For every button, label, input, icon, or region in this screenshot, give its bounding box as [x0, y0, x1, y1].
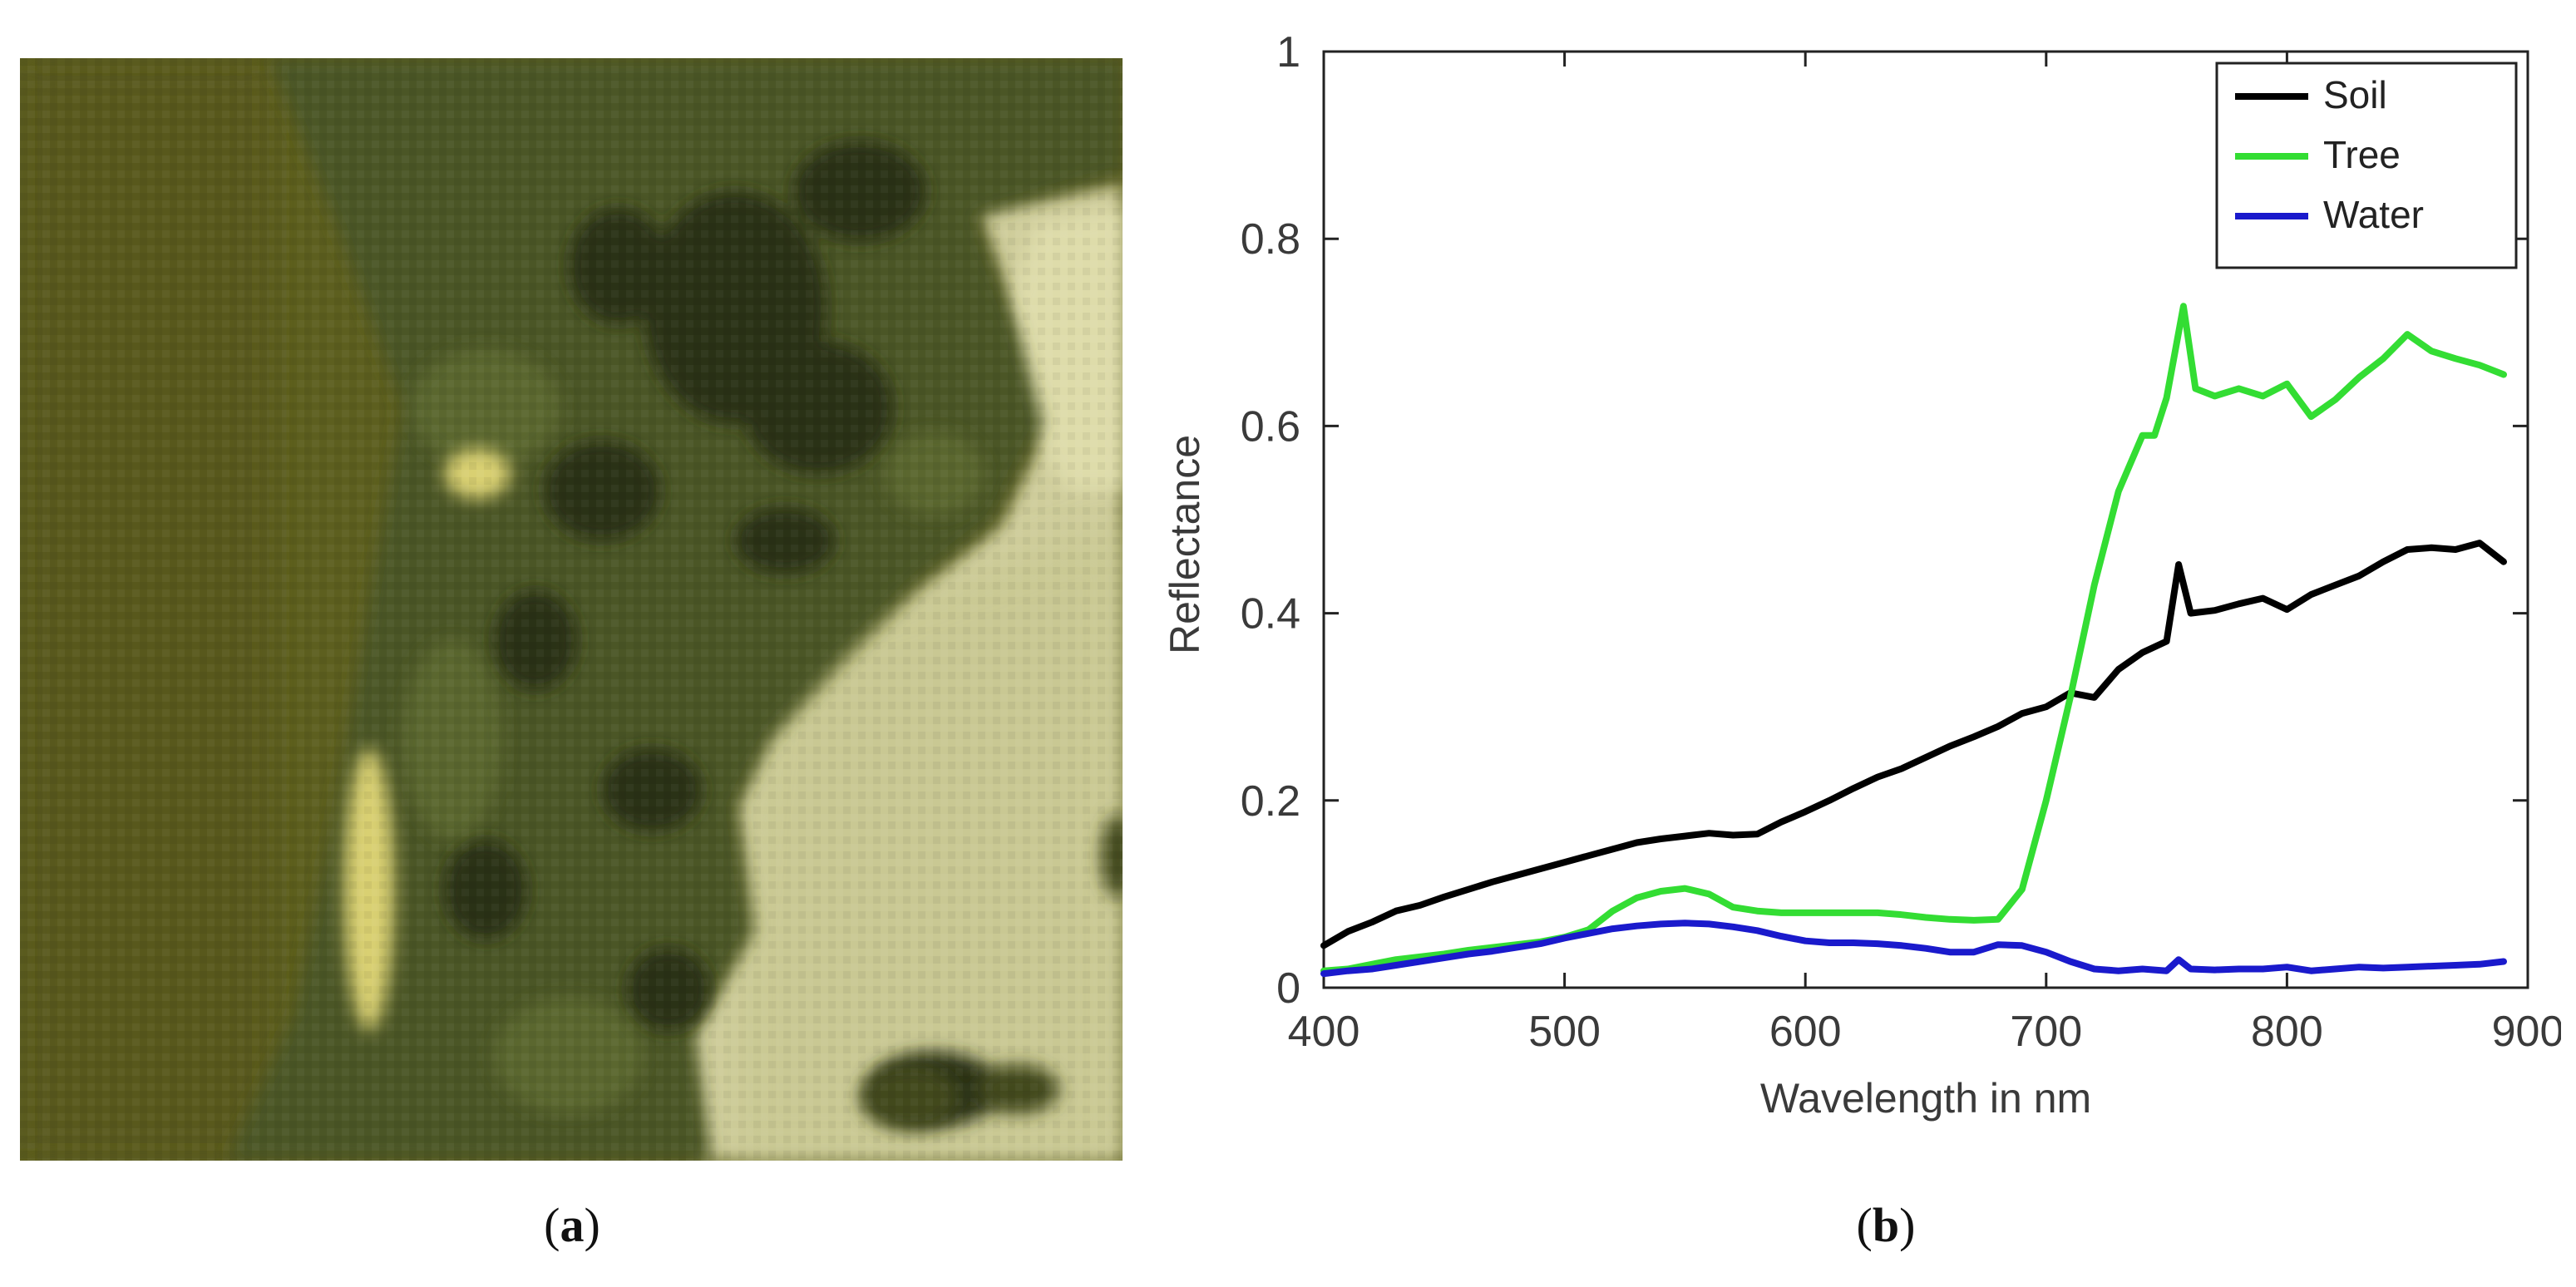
x-tick-label: 400	[1288, 1008, 1360, 1056]
x-tick-label: 900	[2492, 1008, 2561, 1056]
scene-image	[20, 58, 1123, 1161]
legend: Soil Tree Water	[2215, 62, 2518, 269]
y-axis-title: Reflectance	[1162, 435, 1208, 654]
caption-a: (a)	[544, 1198, 600, 1252]
x-tick-label: 500	[1528, 1008, 1601, 1056]
x-axis-title: Wavelength in nm	[1760, 1075, 2091, 1122]
y-tick-label: 0	[1276, 964, 1300, 1013]
y-tick-label: 0.6	[1241, 402, 1300, 451]
y-tick-label: 1	[1276, 28, 1300, 76]
series-line-water	[1320, 920, 2507, 978]
y-tick-label: 0.2	[1241, 777, 1300, 826]
legend-label-soil: Soil	[2323, 73, 2387, 116]
y-tick-label: 0.4	[1241, 590, 1300, 639]
legend-label-water: Water	[2323, 193, 2424, 236]
x-tick-label: 800	[2251, 1008, 2323, 1056]
series-line-soil	[1320, 540, 2507, 949]
y-tick-label: 0.8	[1241, 215, 1300, 264]
legend-label-tree: Tree	[2323, 133, 2401, 176]
x-tick-label: 700	[2010, 1008, 2082, 1056]
x-tick-label: 600	[1769, 1008, 1842, 1056]
reflectance-chart: 400 500 600 700 800 900 0 0.2 0.4 0.6 0.8 1 Waveleng…	[1162, 28, 2561, 1122]
rgb-composite-image	[20, 58, 1123, 1161]
caption-b: (b)	[1856, 1198, 1916, 1252]
